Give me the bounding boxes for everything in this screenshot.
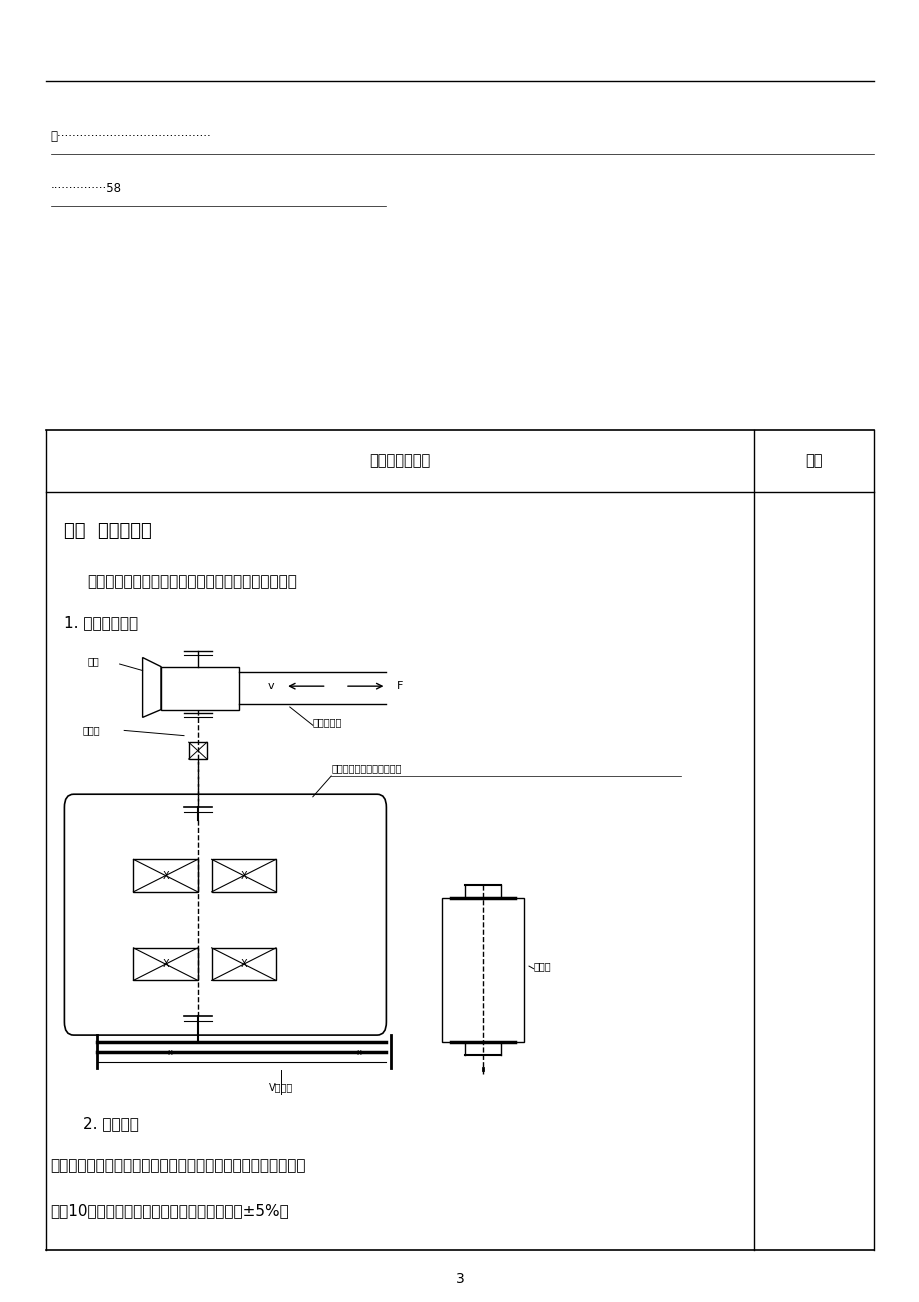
Text: X: X bbox=[240, 960, 247, 969]
Text: 同轴式二级圆柱齿轮减速器: 同轴式二级圆柱齿轮减速器 bbox=[331, 763, 402, 773]
Text: ···············58: ···············58 bbox=[51, 182, 121, 195]
Text: 设计计算及说明: 设计计算及说明 bbox=[369, 453, 430, 469]
Text: 结果: 结果 bbox=[804, 453, 823, 469]
Text: 1. 总体布置简图: 1. 总体布置简图 bbox=[64, 615, 139, 630]
Text: x: x bbox=[356, 1048, 361, 1056]
Text: 卷筒: 卷筒 bbox=[87, 656, 99, 667]
Text: 设计一用于带式运输机上同轴式二级圆柱齿轮减速器: 设计一用于带式运输机上同轴式二级圆柱齿轮减速器 bbox=[87, 574, 297, 590]
Text: x: x bbox=[167, 1048, 173, 1056]
Text: 一、  设计任务书: 一、 设计任务书 bbox=[64, 522, 152, 540]
Text: 闭·········································: 闭·······································… bbox=[51, 130, 211, 143]
Text: 联轴器: 联轴器 bbox=[83, 725, 100, 736]
Text: 限为10年，批量生产，运输带速度允许误差为±5%。: 限为10年，批量生产，运输带速度允许误差为±5%。 bbox=[51, 1203, 289, 1219]
Text: 2. 工作情况: 2. 工作情况 bbox=[83, 1116, 139, 1131]
Text: X: X bbox=[162, 960, 169, 969]
Text: V带传动: V带传动 bbox=[268, 1082, 292, 1092]
Text: 带式输送机: 带式输送机 bbox=[312, 717, 342, 728]
Text: X: X bbox=[162, 871, 169, 880]
Text: 3: 3 bbox=[455, 1272, 464, 1285]
Text: 电动机: 电动机 bbox=[533, 961, 550, 971]
Text: v: v bbox=[267, 681, 275, 691]
Text: 连续单向运转，载荷平稳，空载启动，每日两班制工作，工作期: 连续单向运转，载荷平稳，空载启动，每日两班制工作，工作期 bbox=[51, 1157, 306, 1173]
Text: F: F bbox=[397, 681, 403, 691]
Text: X: X bbox=[240, 871, 247, 880]
